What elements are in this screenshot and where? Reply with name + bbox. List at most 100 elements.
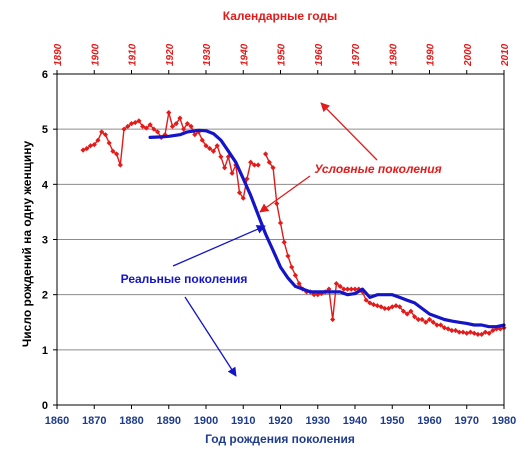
data-point-conditional: [415, 316, 421, 323]
data-point-conditional: [482, 329, 488, 335]
data-point-conditional: [244, 176, 250, 182]
data-point-conditional: [199, 137, 205, 143]
data-point-conditional: [121, 126, 127, 132]
x-tick-label: 1980: [492, 415, 516, 427]
data-point-conditional: [389, 304, 395, 310]
data-point-conditional: [467, 329, 474, 335]
data-point-conditional: [393, 303, 399, 309]
data-point-conditional: [248, 159, 254, 165]
data-point-conditional: [475, 331, 481, 337]
data-point-conditional: [378, 304, 384, 310]
x-tick-label: 1860: [45, 415, 69, 427]
data-point-conditional: [385, 305, 392, 312]
data-point-conditional: [408, 308, 414, 314]
data-point-conditional: [95, 137, 101, 143]
arrow-red-down: [259, 175, 311, 213]
x-tick-label: 1960: [417, 415, 441, 427]
data-point-conditional: [203, 143, 209, 149]
data-point-conditional: [344, 286, 351, 292]
data-point-conditional: [87, 143, 94, 149]
data-point-conditional: [352, 286, 358, 292]
x2-tick-label: 1970: [351, 43, 362, 66]
data-point-conditional: [438, 322, 444, 328]
data-point-conditional: [140, 123, 146, 130]
bottom-axis-title: Год рождения поколения: [205, 432, 355, 446]
data-point-conditional: [292, 272, 298, 278]
data-point-conditional: [177, 115, 183, 121]
data-point-conditional: [363, 297, 369, 303]
data-point-conditional: [143, 125, 149, 131]
y-tick-label: 1: [42, 345, 48, 357]
axis-ticks: 0 1 2 3 4 5 6 1860 1870 1880 1890 1900 1910 1920 1930 1…: [42, 43, 516, 427]
y-tick-label: 5: [42, 124, 48, 136]
data-point-conditional: [240, 195, 246, 201]
data-point-conditional: [311, 292, 317, 298]
data-point-conditional: [277, 220, 284, 226]
data-point-conditional: [281, 239, 287, 245]
data-point-conditional: [132, 119, 138, 126]
data-point-conditional: [452, 327, 459, 334]
data-point-conditional: [374, 303, 380, 309]
data-point-conditional: [218, 154, 224, 160]
plot-frame: [56, 73, 505, 406]
x-tick-label: 1940: [343, 415, 367, 427]
annotation-conditional-generations: Условные поколения: [314, 162, 441, 176]
data-point-conditional: [371, 301, 377, 308]
data-point-conditional: [106, 140, 112, 146]
x-tick-label: 1870: [82, 415, 106, 427]
top-axis-title: Календарные годы: [223, 9, 338, 23]
x2-tick-label: 1890: [53, 43, 64, 66]
annotation-real-generations: Реальные поколения: [121, 272, 248, 286]
x2-tick-label: 1960: [314, 43, 325, 66]
data-point-conditional: [397, 304, 403, 310]
data-point-conditional: [382, 305, 388, 312]
data-point-conditional: [318, 290, 325, 297]
data-point-conditional: [147, 122, 153, 128]
data-point-conditional: [274, 201, 280, 207]
data-point-conditional: [434, 322, 440, 328]
data-point-conditional: [404, 311, 410, 317]
data-point-conditional: [266, 159, 272, 165]
data-point-conditional: [412, 314, 418, 320]
y-tick-label: 4: [42, 179, 49, 191]
data-point-conditional: [210, 148, 217, 154]
data-point-conditional: [114, 151, 120, 157]
data-point-conditional: [229, 170, 235, 176]
data-point-conditional: [296, 281, 302, 287]
y-tick-label: 3: [42, 235, 48, 247]
data-point-conditional: [80, 147, 86, 153]
series-layer: [80, 110, 507, 337]
data-point-conditional: [490, 327, 496, 334]
data-point-conditional: [173, 121, 179, 127]
data-point-conditional: [479, 331, 485, 337]
data-point-conditional: [188, 123, 194, 130]
data-point-conditional: [214, 143, 220, 149]
y-tick-label: 6: [42, 69, 48, 81]
data-point-conditional: [151, 126, 157, 132]
data-point-conditional: [289, 264, 295, 270]
gridlines: [57, 128, 504, 351]
data-point-conditional: [102, 132, 109, 138]
arrow-red-up: [320, 102, 378, 161]
data-point-conditional: [460, 329, 466, 335]
data-point-conditional: [255, 162, 261, 168]
data-point-conditional: [449, 327, 455, 334]
data-point-conditional: [464, 330, 470, 336]
data-point-conditional: [348, 286, 354, 292]
x-tick-label: 1890: [157, 415, 181, 427]
data-point-conditional: [181, 126, 187, 132]
x2-tick-label: 1990: [426, 43, 437, 66]
x2-tick-label: 1940: [239, 43, 250, 66]
x2-tick-label: 1900: [90, 43, 101, 66]
x-tick-label: 1910: [231, 415, 255, 427]
data-point-conditional: [128, 121, 135, 127]
data-point-conditional: [400, 308, 407, 314]
data-point-conditional: [154, 129, 161, 135]
data-point-conditional: [192, 132, 198, 138]
y-tick-label: 0: [42, 400, 48, 412]
x2-tick-label: 2000: [463, 43, 474, 67]
x-tick-label: 1950: [380, 415, 404, 427]
data-point-conditional: [423, 319, 429, 325]
data-point-conditional: [184, 121, 190, 127]
